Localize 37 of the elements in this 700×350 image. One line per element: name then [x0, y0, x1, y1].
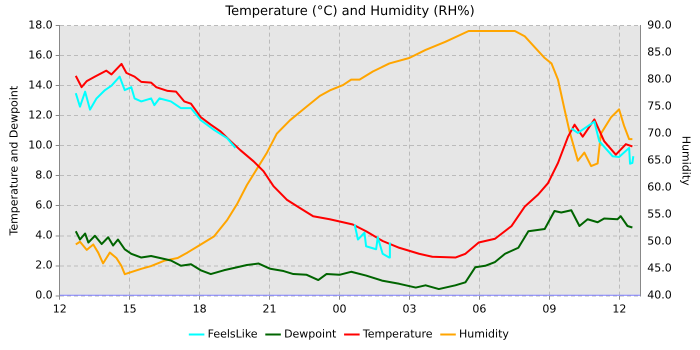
y-tick-label: 6.0	[35, 198, 53, 212]
y-tick-label: 8.0	[35, 168, 53, 182]
y2-tick-label: 85.0	[647, 45, 672, 58]
y-tick-label: 0.0	[35, 288, 53, 302]
y2-tick-label: 40.0	[647, 288, 672, 302]
legend-label: Humidity	[459, 327, 510, 340]
y2-tick-label: 50.0	[647, 234, 672, 248]
y-tick-label: 14.0	[28, 78, 53, 92]
y2-axis-title: Humidity	[680, 136, 693, 186]
x-tick-label: 09	[542, 302, 556, 316]
y-tick-label: 2.0	[35, 258, 53, 272]
y-tick-label: 4.0	[35, 228, 53, 242]
legend-label: FeelsLike	[208, 327, 258, 340]
y-tick-label: 18.0	[28, 18, 53, 32]
x-tick-label: 00	[332, 302, 347, 316]
y2-tick-label: 45.0	[647, 262, 672, 275]
chart-title: Temperature (°C) and Humidity (RH%)	[224, 4, 475, 20]
y-tick-label: 10.0	[28, 138, 53, 152]
x-tick-label: 18	[192, 302, 207, 316]
y2-tick-label: 60.0	[647, 180, 672, 194]
y-axis-title: Temperature and Dewpoint	[7, 85, 20, 237]
y-tick-label: 16.0	[28, 48, 53, 62]
y2-tick-label: 75.0	[647, 100, 672, 113]
x-tick-label: 12	[52, 302, 67, 316]
x-tick-label: 12	[612, 302, 626, 316]
y2-tick-label: 70.0	[647, 126, 672, 140]
y-tick-label: 12.0	[28, 108, 53, 122]
y2-tick-label: 55.0	[647, 208, 672, 221]
legend-label: Temperature	[362, 327, 433, 340]
y2-tick-label: 80.0	[647, 72, 672, 86]
x-tick-label: 06	[472, 302, 486, 316]
x-tick-label: 03	[402, 302, 416, 316]
y2-tick-label: 90.0	[647, 18, 672, 32]
x-tick-label: 15	[122, 302, 137, 316]
x-tick-label: 21	[262, 302, 277, 316]
y2-tick-label: 65.0	[647, 154, 672, 167]
legend-label: Dewpoint	[284, 327, 338, 340]
